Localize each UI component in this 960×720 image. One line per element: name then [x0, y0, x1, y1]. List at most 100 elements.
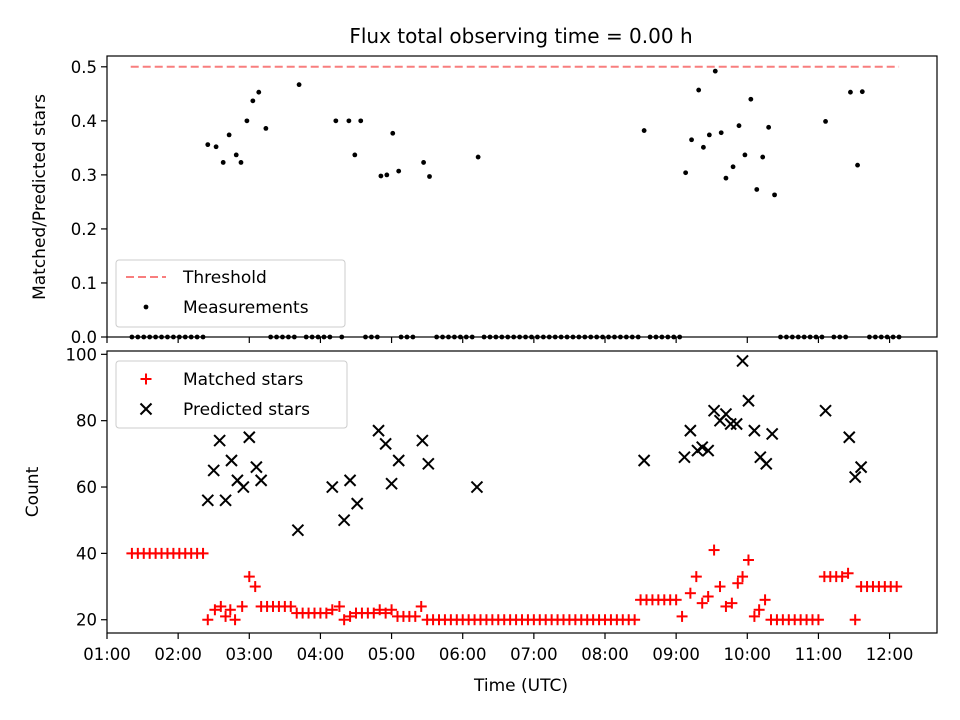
top-plot-frame [106, 55, 938, 338]
y-tick-label: 0.3 [71, 166, 97, 185]
legend-matched-marker [140, 373, 152, 385]
matched-star-point [753, 604, 765, 616]
matched-star-point [338, 614, 350, 626]
matched-star-point [737, 571, 749, 583]
measurement-point [736, 123, 742, 129]
y-tick-label: 0.4 [71, 112, 97, 131]
measurement-point [358, 118, 364, 124]
predicted-star-point [291, 523, 305, 537]
bottom-x-ticks: 01:00 02:00 03:00 04:00 05:00 06:00 07:00 08:00… [83, 633, 913, 664]
matched-star-point [236, 600, 248, 612]
predicted-star-point [254, 474, 268, 487]
y-tick-label: 40 [76, 544, 97, 563]
predicted-star-point [684, 424, 697, 437]
measurement-point [390, 130, 396, 136]
measurement-point [641, 128, 647, 133]
x-tick-label: 03:00 [226, 645, 274, 664]
predicted-star-point [385, 477, 398, 490]
matched-star-point [696, 597, 708, 609]
predicted-star-point [742, 394, 755, 407]
bottom-legend-box [115, 360, 348, 429]
matched-star-point [215, 600, 227, 612]
predicted-star-point [243, 431, 256, 444]
y-tick-label: 0.1 [71, 274, 97, 293]
x-tick-label: 07:00 [510, 645, 558, 664]
predicted-star-point [819, 404, 832, 417]
y-tick-label: 0.5 [71, 58, 97, 77]
bottom-legend: Matched stars Predicted stars [115, 360, 348, 429]
y-tick-label: 100 [66, 345, 98, 364]
matched-star-point [812, 614, 824, 626]
predicted-star-point [843, 431, 856, 444]
matched-star-point [224, 604, 236, 616]
matched-star-point [326, 604, 338, 616]
measurement-point [706, 132, 712, 138]
measurement-point [220, 160, 226, 165]
matched-star-point [209, 604, 221, 616]
predicted-star-point [422, 457, 435, 471]
measurement-point [296, 82, 302, 88]
matched-star-point [197, 547, 209, 559]
matched-star-point [670, 594, 682, 606]
matched-star-point [229, 614, 241, 626]
measurement-point [848, 89, 853, 95]
matched-star-point [202, 614, 214, 626]
predicted-star-point [326, 480, 339, 494]
measurement-point [712, 68, 718, 74]
legend-measurements-label: Measurements [183, 298, 309, 318]
y-tick-label: 0.2 [71, 220, 97, 239]
measurement-point [244, 118, 250, 124]
matched-star-point [368, 607, 380, 619]
measurement-point [250, 98, 256, 104]
measurement-point [696, 87, 702, 93]
measurement-point [742, 152, 748, 158]
matched-star-point [243, 571, 255, 583]
x-tick-label: 11:00 [795, 645, 843, 664]
measurement-point [263, 126, 269, 131]
x-tick-label: 01:00 [83, 645, 131, 664]
y-tick-label: 60 [76, 478, 97, 497]
top-y-ticks: 0.0 0.1 0.2 0.3 0.4 0.5 [71, 58, 107, 347]
predicted-star-point [696, 441, 709, 454]
matched-star-point [708, 544, 720, 556]
x-tick-label: 05:00 [368, 645, 416, 664]
measurement-point [238, 160, 244, 165]
matched-star-point [676, 610, 688, 622]
predicted-star-point [350, 497, 364, 510]
measurement-point [683, 170, 689, 176]
matched-star-point [344, 610, 356, 622]
matched-star-point [748, 610, 760, 622]
x-tick-label: 08:00 [581, 645, 629, 664]
matched-star-point [320, 607, 332, 619]
top-chart-title: Flux total observing time = 0.00 h [349, 24, 692, 48]
predicted-star-point [719, 407, 733, 421]
measurement-point [333, 118, 339, 124]
matched-star-point [849, 614, 861, 626]
matched-star-point [690, 571, 702, 583]
legend-matched-swatch [140, 373, 152, 385]
measurement-point [748, 96, 754, 102]
matched-star-point [742, 554, 754, 566]
y-tick-label: 0.0 [71, 328, 97, 347]
predicted-star-point [392, 454, 405, 467]
matched-star-point [720, 600, 732, 612]
predicted-star-point [760, 457, 773, 471]
matched-star-point [374, 604, 386, 616]
y-tick-label: 80 [76, 412, 97, 431]
top-y-axis-label: Matched/Predicted stars [30, 94, 50, 300]
x-tick-label: 10:00 [724, 645, 772, 664]
predicted-star-point [225, 454, 238, 467]
predicted-star-point [379, 437, 392, 451]
measurement-point [859, 89, 865, 95]
predicted-star-point [343, 474, 357, 487]
measurement-point [396, 168, 402, 174]
top-x-ticks [106, 337, 891, 343]
measurement-point [772, 192, 777, 198]
measurement-point [213, 144, 219, 150]
legend-predicted-swatch [139, 402, 153, 416]
matched-star-point [891, 581, 903, 593]
matched-star-point [386, 604, 398, 616]
predicted-star-point [678, 450, 691, 464]
predicted-star-point [701, 444, 715, 457]
legend-threshold-label: Threshold [182, 268, 267, 288]
